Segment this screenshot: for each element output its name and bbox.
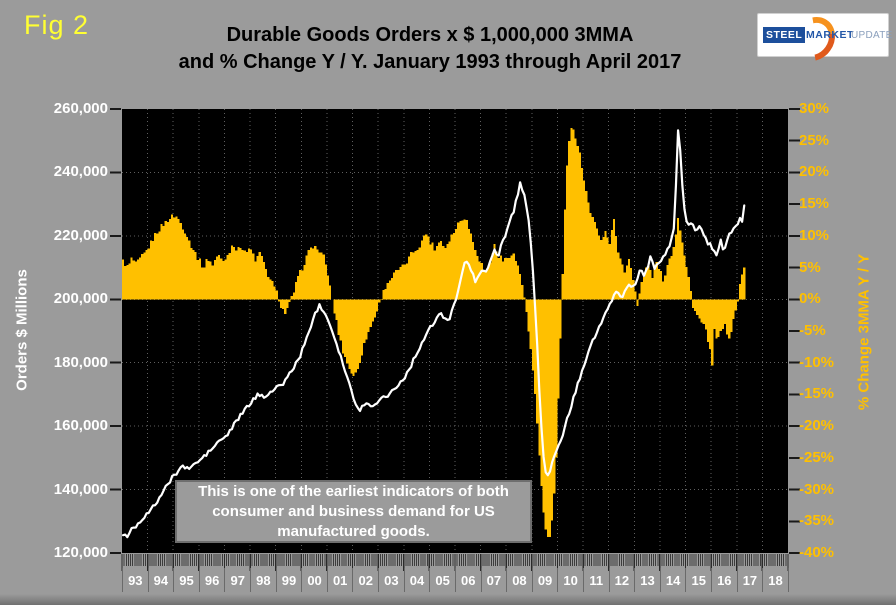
x-axis-year-label: 01 — [326, 568, 353, 592]
x-axis-year-label: 07 — [480, 568, 507, 592]
right-axis-tick-label: 0% — [799, 290, 821, 308]
right-axis-tick-label: -20% — [799, 417, 835, 435]
logo-steel-text: STEEL — [763, 27, 806, 43]
x-axis-year-labels: 93 94 95 96 97 98 99 00 01 02 03 04 05 06 07 08 09 10 11 12… — [122, 568, 789, 592]
left-axis-tick-label: 120,000 — [53, 544, 108, 561]
left-axis-tick-label: 200,000 — [53, 290, 108, 308]
x-axis-year-label: 10 — [557, 568, 583, 592]
right-axis-tick-label: -5% — [799, 322, 826, 339]
left-axis-tick-label: 160,000 — [53, 417, 108, 435]
right-axis-tick-label: 30% — [799, 100, 830, 117]
right-axis-tick-label: 25% — [799, 131, 830, 149]
chart-title-line-1: Durable Goods Orders x $ 1,000,000 3MMA — [226, 24, 634, 46]
logo-market-text: MARKET — [806, 29, 854, 41]
x-axis-year-label: 03 — [378, 568, 404, 592]
x-axis-year-label: 95 — [173, 568, 199, 592]
right-axis-tick-label: 15% — [799, 195, 830, 213]
x-axis-year-label: 15 — [685, 568, 711, 592]
x-axis-year-label: 04 — [403, 568, 430, 592]
bottom-shadow — [0, 594, 896, 605]
x-axis-year-label: 09 — [531, 568, 558, 592]
x-axis-year-label: 06 — [454, 568, 481, 592]
right-axis-tick-label: 10% — [799, 226, 830, 244]
x-axis-year-label: 12 — [608, 568, 635, 592]
chart-title: Durable Goods Orders x $ 1,000,000 3MMA … — [100, 22, 760, 76]
logo-update-text: UPDATE — [851, 30, 893, 41]
x-axis-year-label: 13 — [634, 568, 660, 592]
left-axis-tick-label: 260,000 — [53, 100, 108, 117]
x-axis-year-label: 02 — [352, 568, 378, 592]
x-axis-year-label: 08 — [506, 568, 532, 592]
x-axis-year-label: 11 — [582, 568, 609, 592]
x-axis-year-label: 97 — [224, 568, 250, 592]
figure-label: Fig 2 — [24, 10, 90, 40]
x-axis-year-label: 17 — [736, 568, 763, 592]
x-axis-year-label: 16 — [711, 568, 737, 592]
right-axis-tick-label: -35% — [799, 512, 835, 530]
annotation-box: This is one of the earliest indicators o… — [175, 480, 532, 543]
right-axis-tick-label: -10% — [799, 353, 835, 371]
annotation-text: This is one of the earliest indicators o… — [198, 482, 509, 540]
x-axis-year-label: 99 — [275, 568, 302, 592]
x-axis-year-label: 93 — [122, 568, 148, 592]
left-axis-tick-label: 180,000 — [53, 353, 108, 371]
right-axis-tick-label: -40% — [799, 544, 835, 561]
right-axis-tick-label: 20% — [799, 163, 830, 181]
x-axis-year-label: 98 — [250, 568, 276, 592]
right-axis-tick-label: -25% — [799, 448, 835, 466]
steel-market-update-logo: STEEL MARKET UPDATE — [757, 8, 892, 70]
left-axis-title: Orders $ Millions — [13, 269, 31, 391]
right-axis-tick-label: -30% — [799, 480, 835, 498]
x-axis-year-label: 96 — [198, 568, 225, 592]
x-axis-year-label: 18 — [762, 568, 788, 592]
x-axis-year-label: 14 — [659, 568, 686, 592]
chart-title-line-2: and % Change Y / Y. January 1993 through… — [178, 51, 682, 73]
left-axis-tick-label: 240,000 — [53, 163, 108, 181]
left-axis-tick-label: 220,000 — [53, 226, 108, 244]
right-axis-tick-label: 5% — [799, 258, 821, 276]
left-axis-tick-label: 140,000 — [53, 480, 108, 498]
right-axis-tick-label: -15% — [799, 385, 835, 403]
x-axis-year-label: 00 — [301, 568, 327, 592]
x-axis-year-label: 05 — [429, 568, 455, 592]
x-axis-year-label: 94 — [147, 568, 174, 592]
